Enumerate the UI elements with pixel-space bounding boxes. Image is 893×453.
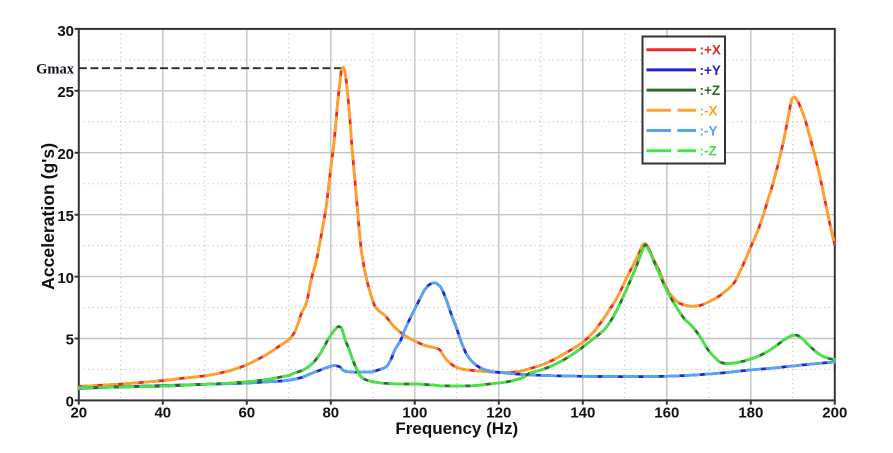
svg-text::+Z: :+Z xyxy=(700,83,721,98)
svg-text:30: 30 xyxy=(57,23,74,40)
svg-text:180: 180 xyxy=(738,405,763,422)
svg-text:100: 100 xyxy=(402,405,427,422)
svg-text:200: 200 xyxy=(822,405,847,422)
svg-text:120: 120 xyxy=(486,405,511,422)
svg-text::+X: :+X xyxy=(700,43,721,58)
svg-text:Acceleration (g's): Acceleration (g's) xyxy=(38,143,58,290)
svg-text:160: 160 xyxy=(654,405,679,422)
svg-text:10: 10 xyxy=(57,270,74,287)
svg-text:40: 40 xyxy=(154,405,171,422)
svg-text:Frequency (Hz): Frequency (Hz) xyxy=(395,419,518,438)
svg-text:80: 80 xyxy=(322,405,339,422)
svg-text:20: 20 xyxy=(70,405,87,422)
svg-text::+Y: :+Y xyxy=(700,63,721,78)
svg-text:5: 5 xyxy=(66,332,74,349)
svg-text:60: 60 xyxy=(238,405,255,422)
svg-text::-Z: :-Z xyxy=(700,144,717,159)
svg-text:20: 20 xyxy=(57,146,74,163)
svg-text::-X: :-X xyxy=(700,103,718,118)
svg-text:15: 15 xyxy=(57,208,74,225)
svg-text::-Y: :-Y xyxy=(700,124,718,139)
svg-text:140: 140 xyxy=(570,405,595,422)
svg-text:Gmax: Gmax xyxy=(36,62,75,78)
svg-text:0: 0 xyxy=(66,394,74,411)
svg-text:25: 25 xyxy=(57,84,74,101)
